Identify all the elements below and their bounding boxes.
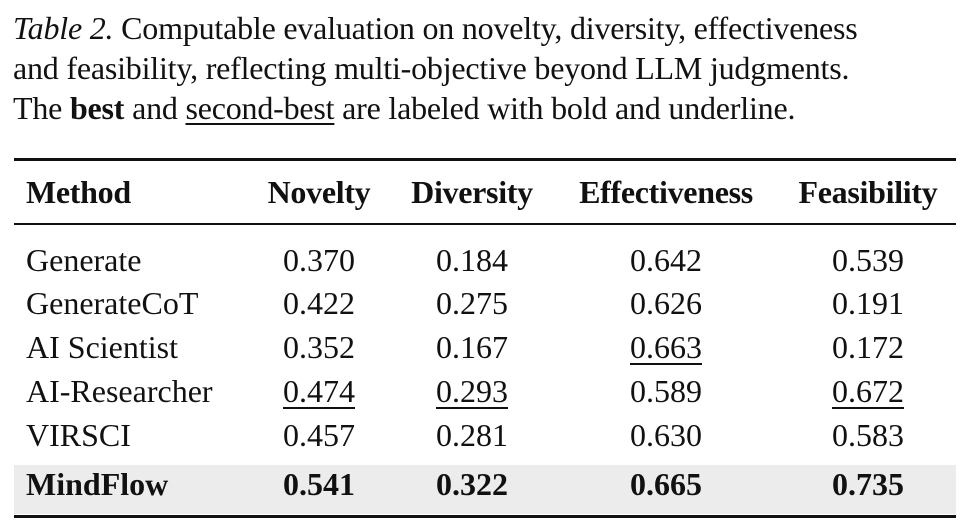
feasibility-cell: 0.172 bbox=[832, 328, 904, 365]
novelty-cell: 0.541 bbox=[283, 466, 355, 502]
feasibility-cell: 0.539 bbox=[832, 241, 904, 278]
header-feasibility: Feasibility bbox=[798, 173, 938, 210]
caption-label: Table 2. bbox=[13, 10, 114, 46]
method-cell: GenerateCoT bbox=[26, 284, 199, 321]
diversity-cell: 0.293 bbox=[392, 369, 552, 413]
feasibility-cell: 0.672 bbox=[780, 369, 956, 413]
effectiveness-cell: 0.663 bbox=[552, 325, 780, 369]
effectiveness-cell: 0.642 bbox=[630, 241, 702, 278]
top-rule bbox=[14, 158, 956, 161]
novelty-cell: 0.457 bbox=[283, 416, 355, 453]
second-best-value: 0.293 bbox=[436, 372, 508, 409]
method-cell: Generate bbox=[26, 241, 142, 278]
second-best-value: 0.663 bbox=[630, 328, 702, 365]
caption-text-1: Computable evaluation on novelty, divers… bbox=[113, 10, 858, 46]
caption-text-3c: are labeled with bold and underline. bbox=[334, 90, 796, 126]
effectiveness-cell: 0.630 bbox=[630, 416, 702, 453]
table-row: AI Scientist 0.352 0.167 0.663 0.172 bbox=[14, 325, 956, 369]
table-caption: Table 2. Computable evaluation on novelt… bbox=[13, 8, 963, 128]
results-table: Method Novelty Diversity Effectiveness F… bbox=[14, 161, 956, 512]
feasibility-cell: 0.735 bbox=[832, 466, 904, 502]
diversity-cell: 0.322 bbox=[436, 466, 508, 502]
novelty-cell: 0.352 bbox=[283, 328, 355, 365]
effectiveness-cell: 0.589 bbox=[630, 372, 702, 409]
second-best-value: 0.474 bbox=[283, 372, 355, 409]
caption-line-3: The best and second-best are labeled wit… bbox=[13, 88, 963, 128]
novelty-cell: 0.474 bbox=[246, 369, 392, 413]
diversity-cell: 0.281 bbox=[436, 416, 508, 453]
header-novelty: Novelty bbox=[267, 173, 371, 210]
effectiveness-cell: 0.665 bbox=[630, 466, 702, 502]
effectiveness-cell: 0.626 bbox=[630, 284, 702, 321]
caption-text-3a: The bbox=[13, 90, 70, 126]
method-cell: VIRSCI bbox=[26, 416, 131, 453]
method-cell: AI Scientist bbox=[26, 328, 178, 365]
novelty-cell: 0.370 bbox=[283, 241, 355, 278]
caption-text-3b: and bbox=[124, 90, 186, 126]
best-table-row: MindFlow 0.541 0.322 0.665 0.735 bbox=[14, 457, 956, 512]
novelty-cell: 0.422 bbox=[283, 284, 355, 321]
header-rule bbox=[14, 223, 956, 225]
header-effectiveness: Effectiveness bbox=[579, 173, 753, 210]
second-best-value: 0.672 bbox=[832, 372, 904, 409]
diversity-cell: 0.275 bbox=[436, 284, 508, 321]
table-row: VIRSCI 0.457 0.281 0.630 0.583 bbox=[14, 413, 956, 457]
caption-line-1: Table 2. Computable evaluation on novelt… bbox=[13, 8, 963, 48]
table-row: AI-Researcher 0.474 0.293 0.589 0.672 bbox=[14, 369, 956, 413]
caption-second-best-word: second-best bbox=[185, 90, 335, 126]
caption-line-2: and feasibility, reflecting multi-object… bbox=[13, 50, 850, 86]
header-row: Method Novelty Diversity Effectiveness F… bbox=[14, 161, 956, 223]
header-method: Method bbox=[26, 173, 131, 210]
diversity-cell: 0.184 bbox=[436, 241, 508, 278]
method-cell: MindFlow bbox=[26, 466, 169, 502]
table-row: Generate 0.370 0.184 0.642 0.539 bbox=[14, 223, 956, 281]
bottom-rule bbox=[14, 515, 956, 518]
feasibility-cell: 0.191 bbox=[832, 284, 904, 321]
feasibility-cell: 0.583 bbox=[832, 416, 904, 453]
method-cell: AI-Researcher bbox=[26, 372, 213, 409]
caption-best-word: best bbox=[69, 90, 125, 126]
diversity-cell: 0.167 bbox=[436, 328, 508, 365]
table-row: GenerateCoT 0.422 0.275 0.626 0.191 bbox=[14, 281, 956, 325]
best-row-highlight bbox=[14, 465, 956, 514]
header-diversity: Diversity bbox=[411, 173, 533, 210]
